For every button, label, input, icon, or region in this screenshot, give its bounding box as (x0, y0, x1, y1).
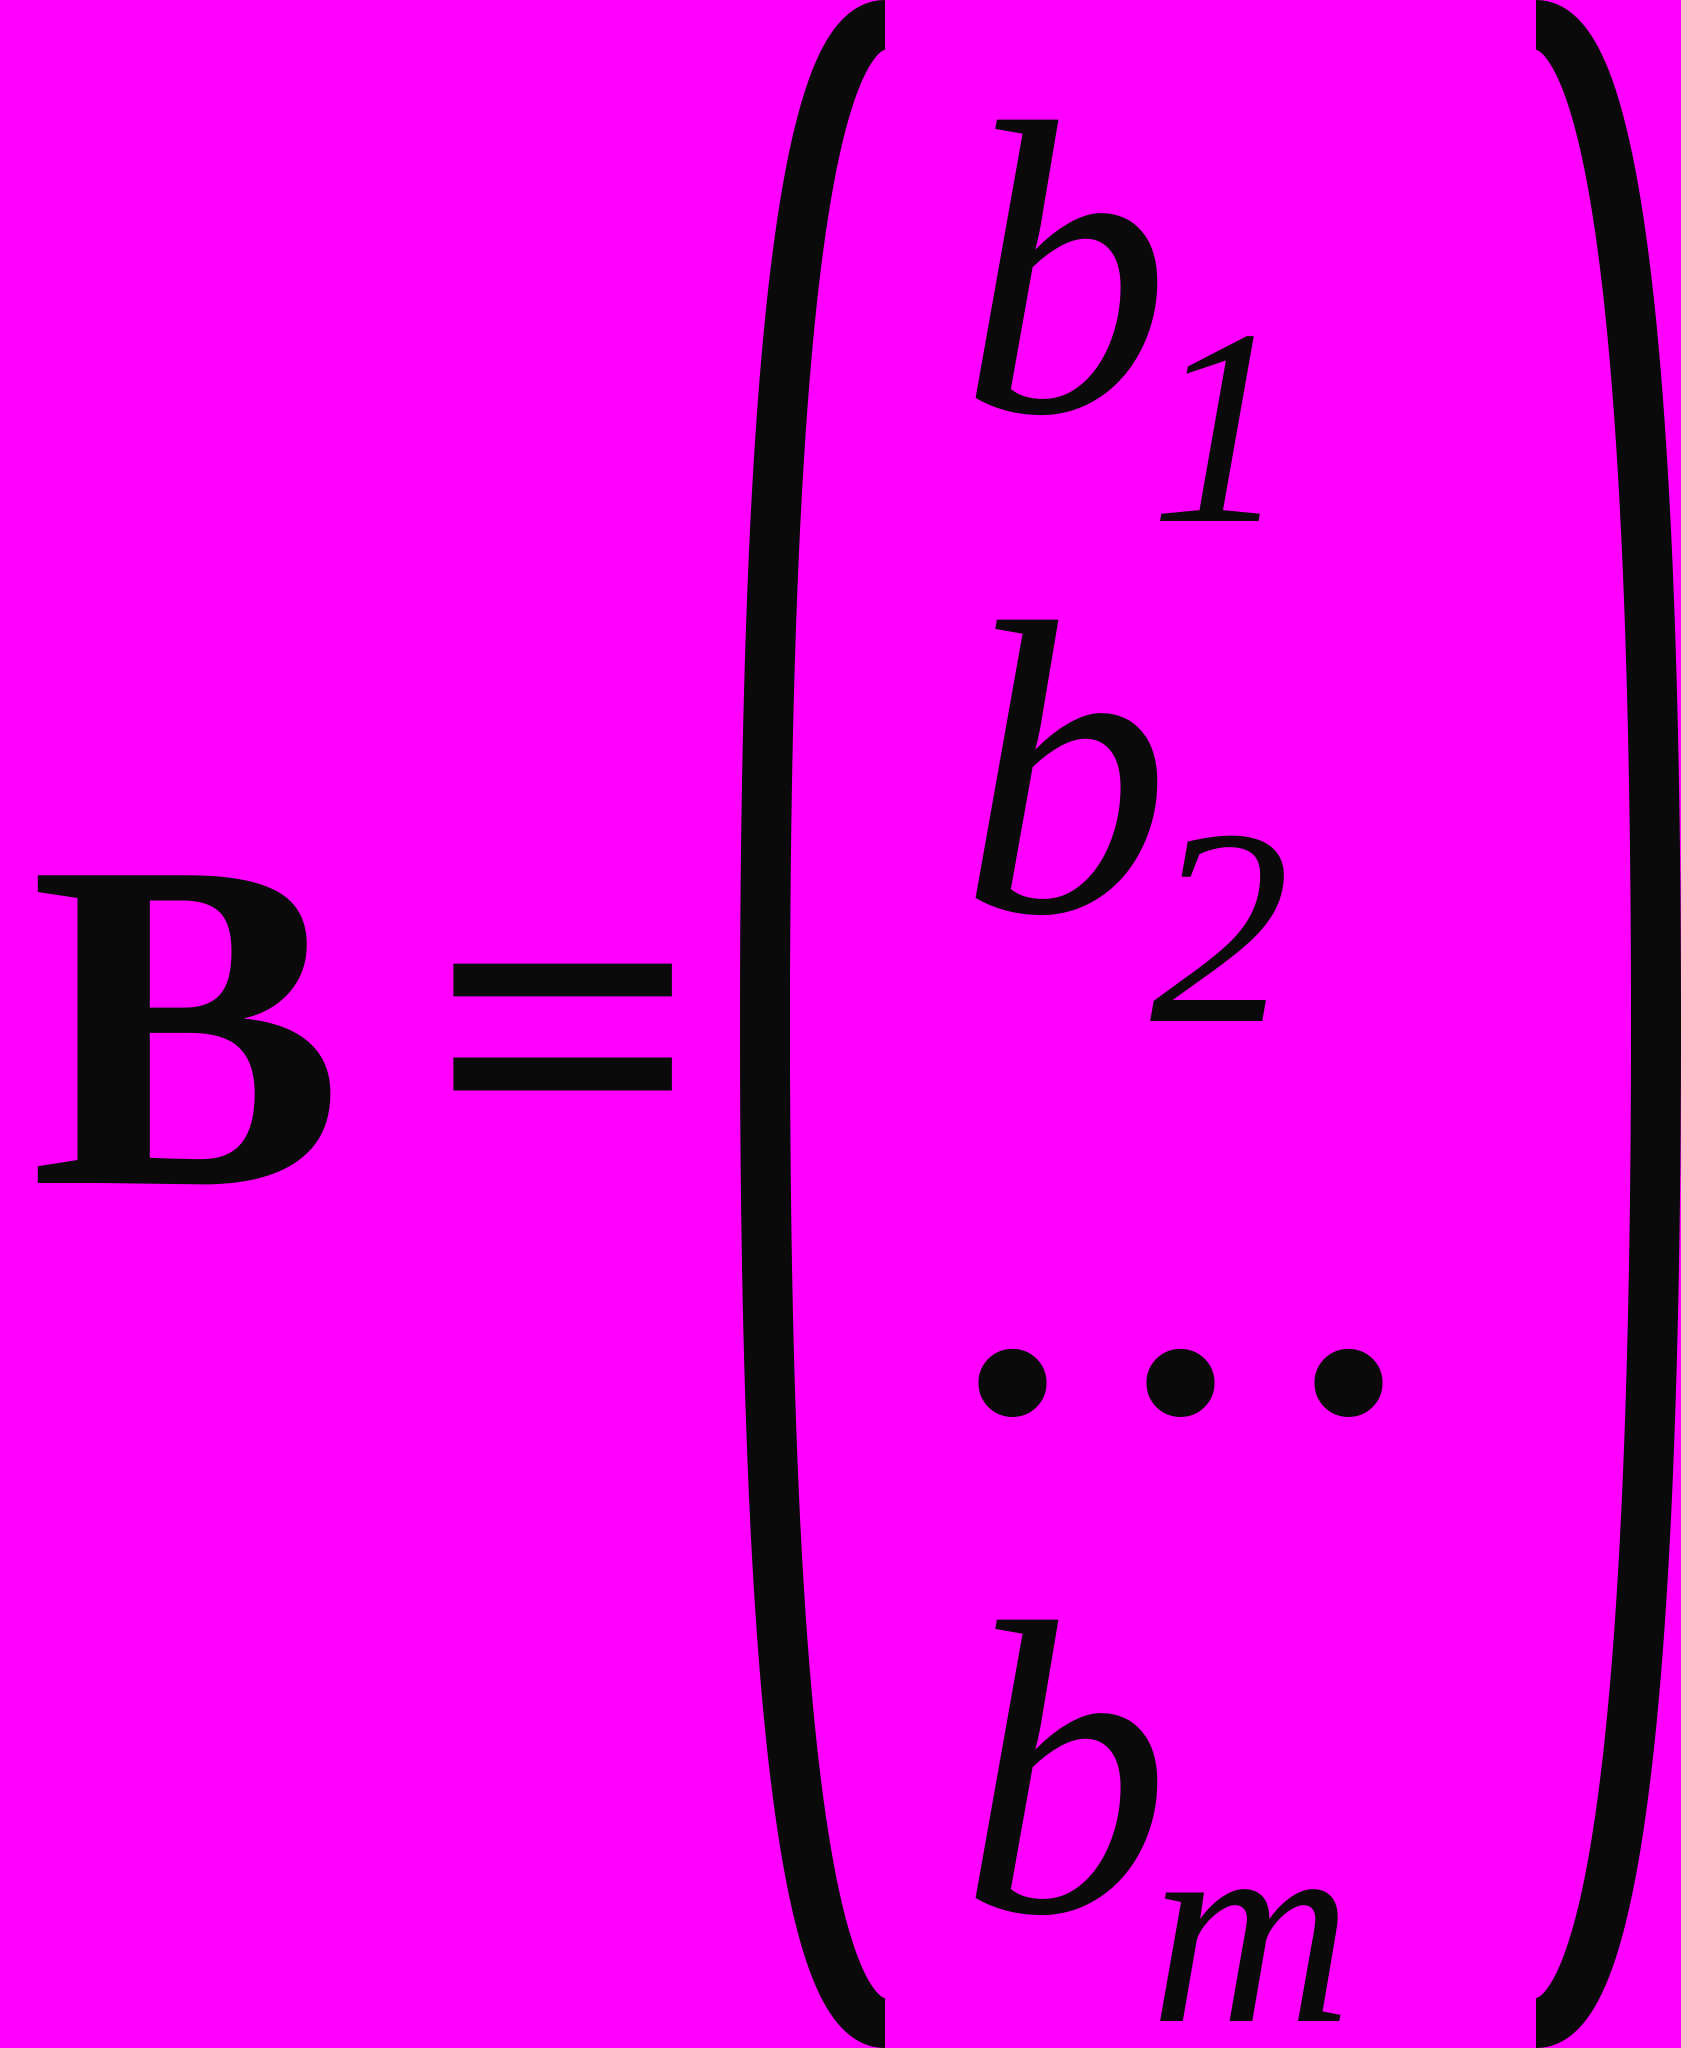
lhs-symbol: B (30, 790, 344, 1260)
right-paren-icon (1511, 0, 1681, 2048)
vector-ellipsis: ... (960, 1060, 1464, 1480)
entry-base: b (960, 537, 1170, 1002)
right-parenthesis (1511, 0, 1681, 2048)
entry-base: b (960, 37, 1170, 502)
entry-base: b (960, 1537, 1170, 2002)
lhs-symbol-text: B (30, 764, 344, 1285)
vector-column: b1b2...bm (960, 60, 1464, 1980)
entry-subscript: 2 (1150, 771, 1290, 1082)
vector-entry: bm (960, 1560, 1464, 1980)
left-paren-icon (740, 0, 910, 2048)
entry-subscript: 1 (1150, 271, 1290, 582)
equals-sign-text: = (430, 764, 698, 1285)
equation-canvas: B = b1b2...bm (0, 0, 1681, 2048)
ellipsis-text: ... (960, 1037, 1464, 1502)
vector-entry: b1 (960, 60, 1464, 480)
vector-entry: b2 (960, 560, 1464, 980)
equals-sign: = (430, 790, 698, 1260)
entry-subscript: m (1150, 1771, 1352, 2048)
left-parenthesis (740, 0, 910, 2048)
